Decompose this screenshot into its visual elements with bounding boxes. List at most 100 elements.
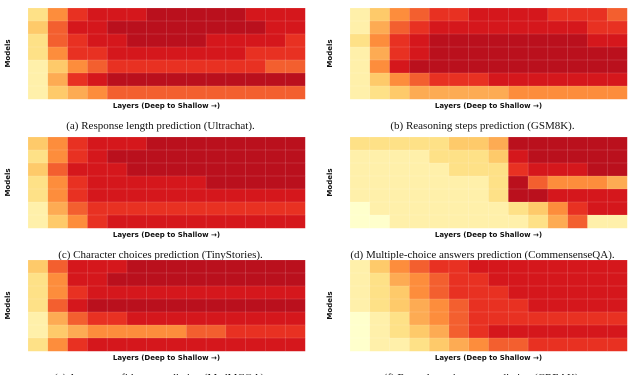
heatmap-cell bbox=[205, 259, 227, 274]
heatmap-cell bbox=[106, 259, 128, 274]
heatmap-cell bbox=[389, 175, 410, 190]
heatmap-cell bbox=[349, 272, 371, 287]
caption: (c) Character choices prediction (TinySt… bbox=[58, 249, 263, 261]
heatmap-cell bbox=[587, 7, 608, 22]
heatmap-cell bbox=[205, 201, 227, 216]
heatmap-cell bbox=[527, 214, 549, 229]
heatmap-cell bbox=[508, 337, 529, 352]
heatmap-cell bbox=[389, 46, 410, 61]
heatmap-cell bbox=[166, 175, 187, 190]
heatmap-cell bbox=[225, 162, 247, 177]
heatmap-cell bbox=[47, 324, 69, 339]
heatmap-cell bbox=[166, 136, 187, 151]
heatmap-cell bbox=[284, 149, 306, 164]
heatmap-cell bbox=[67, 7, 88, 22]
heatmap-cell bbox=[409, 285, 430, 300]
heatmap-cell bbox=[547, 33, 569, 48]
heatmap-cell bbox=[606, 20, 628, 35]
heatmap-cell bbox=[126, 149, 148, 164]
heatmap-cell bbox=[567, 72, 588, 87]
heatmap-cell bbox=[587, 136, 608, 151]
heatmap-cell bbox=[186, 7, 207, 22]
heatmap-cell bbox=[47, 136, 69, 151]
heatmap-cell bbox=[369, 149, 391, 164]
heatmap-cell bbox=[87, 324, 108, 339]
heatmap-cell bbox=[488, 337, 509, 352]
heatmap-cell bbox=[349, 20, 371, 35]
heatmap-cell bbox=[126, 188, 148, 203]
heatmap-cell bbox=[468, 272, 490, 287]
heatmap-cell bbox=[547, 46, 569, 61]
heatmap-cell bbox=[126, 214, 148, 229]
heatmap-cell bbox=[67, 59, 88, 74]
heatmap-cell bbox=[527, 85, 549, 100]
heatmap-cell bbox=[547, 7, 569, 22]
heatmap-cell bbox=[245, 201, 266, 216]
heatmap-cell bbox=[448, 136, 470, 151]
heatmap-cell bbox=[349, 136, 371, 151]
heatmap-cell bbox=[369, 59, 391, 74]
heatmap-cell bbox=[126, 298, 148, 313]
heatmap-cell bbox=[468, 201, 490, 216]
heatmap-cell bbox=[567, 311, 588, 326]
heatmap-cell bbox=[146, 72, 168, 87]
heatmap-cell bbox=[409, 46, 430, 61]
heatmap-cell bbox=[606, 33, 628, 48]
heatmap-cell bbox=[508, 175, 529, 190]
heatmap-cell bbox=[448, 272, 470, 287]
heatmap-cell bbox=[606, 259, 628, 274]
heatmap-cell bbox=[87, 272, 108, 287]
heatmap-cell bbox=[126, 162, 148, 177]
heatmap-cell bbox=[47, 285, 69, 300]
heatmap-cell bbox=[488, 7, 509, 22]
heatmap-cell bbox=[468, 259, 490, 274]
heatmap-cell bbox=[27, 149, 49, 164]
heatmap-cell bbox=[349, 149, 371, 164]
heatmap-cell bbox=[567, 259, 588, 274]
heatmap-cell bbox=[409, 33, 430, 48]
heatmap-cell bbox=[225, 337, 247, 352]
heatmap-cell bbox=[448, 201, 470, 216]
heatmap-cell bbox=[106, 7, 128, 22]
heatmap-cell bbox=[508, 259, 529, 274]
heatmap-cell bbox=[146, 136, 168, 151]
heatmap-cell bbox=[587, 214, 608, 229]
heatmap-cell bbox=[369, 162, 391, 177]
heatmap-cell bbox=[67, 259, 88, 274]
heatmap-cell bbox=[284, 59, 306, 74]
heatmap-cell bbox=[468, 59, 490, 74]
heatmap-cell bbox=[284, 20, 306, 35]
heatmap-cell bbox=[166, 149, 187, 164]
heatmap-cell bbox=[67, 214, 88, 229]
heatmap-cell bbox=[428, 149, 450, 164]
heatmap-cell bbox=[468, 136, 490, 151]
heatmap-cell bbox=[225, 33, 247, 48]
heatmap-cell bbox=[508, 7, 529, 22]
heatmap-cell bbox=[527, 175, 549, 190]
heatmap-cell bbox=[186, 85, 207, 100]
heatmap-cell bbox=[146, 162, 168, 177]
heatmap-cell bbox=[349, 214, 371, 229]
heatmap-cell bbox=[205, 188, 227, 203]
heatmap-cell bbox=[389, 136, 410, 151]
caption: (f) Factual consistency prediction (CREA… bbox=[384, 372, 582, 375]
heatmap-cell bbox=[186, 175, 207, 190]
heatmap-cell bbox=[225, 72, 247, 87]
heatmap-cell bbox=[567, 285, 588, 300]
heatmap-cell bbox=[284, 285, 306, 300]
heatmap-cell bbox=[389, 201, 410, 216]
heatmap-cell bbox=[527, 201, 549, 216]
heatmap-cell bbox=[369, 85, 391, 100]
heatmap-cell bbox=[47, 162, 69, 177]
heatmap-cell bbox=[567, 85, 588, 100]
heatmap-cell bbox=[265, 214, 286, 229]
heatmap-cell bbox=[126, 85, 148, 100]
heatmap-cell bbox=[225, 59, 247, 74]
heatmap-cell bbox=[567, 33, 588, 48]
heatmap-cell bbox=[146, 298, 168, 313]
heatmap-cell bbox=[349, 7, 371, 22]
heatmap-cell bbox=[448, 149, 470, 164]
heatmap-cell bbox=[508, 136, 529, 151]
heatmap-cell bbox=[126, 33, 148, 48]
heatmap-cell bbox=[205, 20, 227, 35]
